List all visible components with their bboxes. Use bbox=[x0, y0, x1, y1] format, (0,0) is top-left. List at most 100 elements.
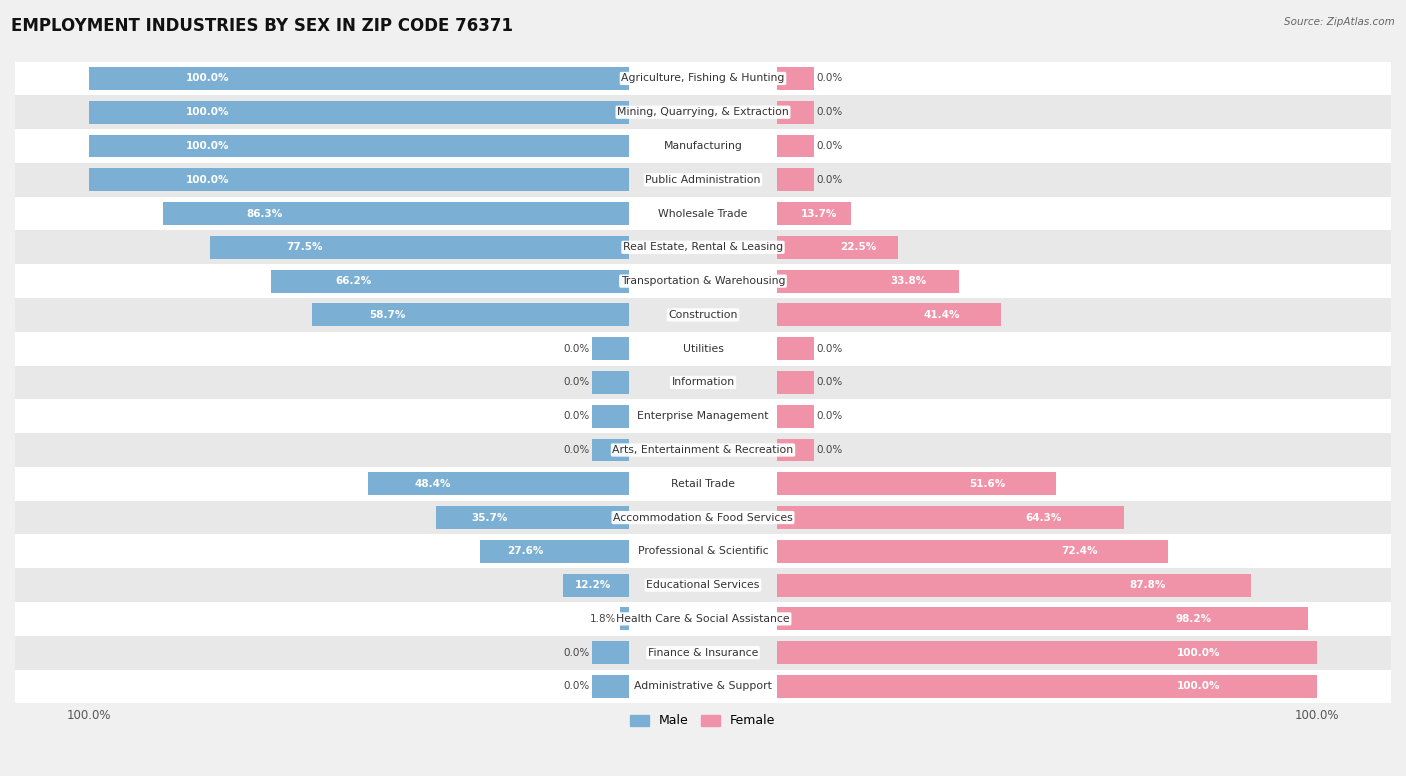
Bar bbox=[776, 573, 1251, 597]
Bar bbox=[15, 670, 1391, 703]
Bar bbox=[15, 602, 1391, 636]
Bar bbox=[592, 438, 630, 462]
Text: Information: Information bbox=[672, 377, 734, 387]
Text: Utilities: Utilities bbox=[682, 344, 724, 354]
Text: 87.8%: 87.8% bbox=[1129, 580, 1166, 590]
Bar bbox=[776, 101, 814, 123]
Text: 72.4%: 72.4% bbox=[1062, 546, 1098, 556]
Bar bbox=[15, 230, 1391, 265]
Bar bbox=[15, 95, 1391, 129]
Text: 22.5%: 22.5% bbox=[841, 242, 876, 252]
Bar bbox=[620, 608, 630, 630]
Text: Public Administration: Public Administration bbox=[645, 175, 761, 185]
Bar bbox=[271, 269, 630, 293]
Text: 0.0%: 0.0% bbox=[564, 648, 589, 658]
Bar bbox=[592, 641, 630, 664]
Text: Administrative & Support: Administrative & Support bbox=[634, 681, 772, 691]
Text: 100.0%: 100.0% bbox=[186, 175, 229, 185]
Text: 0.0%: 0.0% bbox=[817, 445, 842, 455]
Bar bbox=[436, 506, 630, 529]
Bar bbox=[163, 202, 630, 225]
Bar bbox=[592, 371, 630, 394]
Text: 98.2%: 98.2% bbox=[1175, 614, 1212, 624]
Bar bbox=[776, 67, 814, 90]
Text: 1.8%: 1.8% bbox=[591, 614, 616, 624]
Bar bbox=[15, 535, 1391, 568]
Bar bbox=[776, 608, 1308, 630]
Text: 51.6%: 51.6% bbox=[969, 479, 1005, 489]
Text: 66.2%: 66.2% bbox=[336, 276, 373, 286]
Text: Health Care & Social Assistance: Health Care & Social Assistance bbox=[616, 614, 790, 624]
Text: 86.3%: 86.3% bbox=[246, 209, 283, 219]
Text: 100.0%: 100.0% bbox=[1177, 648, 1220, 658]
Text: 0.0%: 0.0% bbox=[564, 445, 589, 455]
Text: 100.0%: 100.0% bbox=[186, 74, 229, 84]
Bar bbox=[312, 303, 630, 327]
Text: Educational Services: Educational Services bbox=[647, 580, 759, 590]
Text: 0.0%: 0.0% bbox=[564, 377, 589, 387]
Bar bbox=[15, 196, 1391, 230]
Text: 0.0%: 0.0% bbox=[564, 344, 589, 354]
Text: Transportation & Warehousing: Transportation & Warehousing bbox=[621, 276, 785, 286]
Text: 0.0%: 0.0% bbox=[564, 411, 589, 421]
Text: Arts, Entertainment & Recreation: Arts, Entertainment & Recreation bbox=[613, 445, 793, 455]
Text: Construction: Construction bbox=[668, 310, 738, 320]
Bar bbox=[776, 438, 814, 462]
Bar bbox=[776, 202, 851, 225]
Text: Wholesale Trade: Wholesale Trade bbox=[658, 209, 748, 219]
Bar bbox=[15, 365, 1391, 400]
Bar bbox=[776, 506, 1125, 529]
Text: 0.0%: 0.0% bbox=[564, 681, 589, 691]
Bar bbox=[776, 371, 814, 394]
Text: 100.0%: 100.0% bbox=[186, 107, 229, 117]
Bar bbox=[89, 67, 630, 90]
Bar bbox=[15, 467, 1391, 501]
Text: Manufacturing: Manufacturing bbox=[664, 141, 742, 151]
Text: 0.0%: 0.0% bbox=[817, 107, 842, 117]
Bar bbox=[776, 540, 1168, 563]
Bar bbox=[776, 269, 959, 293]
Bar bbox=[367, 473, 630, 495]
Text: Enterprise Management: Enterprise Management bbox=[637, 411, 769, 421]
Bar bbox=[89, 168, 630, 191]
Bar bbox=[776, 303, 1001, 327]
Text: 77.5%: 77.5% bbox=[285, 242, 322, 252]
Bar bbox=[776, 134, 814, 158]
Bar bbox=[15, 163, 1391, 196]
Text: Retail Trade: Retail Trade bbox=[671, 479, 735, 489]
Bar bbox=[776, 236, 898, 259]
Bar bbox=[776, 641, 1317, 664]
Text: 12.2%: 12.2% bbox=[575, 580, 612, 590]
Bar bbox=[211, 236, 630, 259]
Text: 0.0%: 0.0% bbox=[817, 344, 842, 354]
Bar bbox=[776, 168, 814, 191]
Text: 100.0%: 100.0% bbox=[1177, 681, 1220, 691]
Text: Finance & Insurance: Finance & Insurance bbox=[648, 648, 758, 658]
Text: 0.0%: 0.0% bbox=[817, 175, 842, 185]
Bar bbox=[15, 332, 1391, 365]
Bar bbox=[776, 675, 1317, 698]
Text: 35.7%: 35.7% bbox=[471, 513, 508, 522]
Legend: Male, Female: Male, Female bbox=[626, 709, 780, 733]
Bar bbox=[89, 134, 630, 158]
Text: 100.0%: 100.0% bbox=[186, 141, 229, 151]
Bar bbox=[776, 405, 814, 428]
Text: 48.4%: 48.4% bbox=[415, 479, 451, 489]
Bar bbox=[15, 298, 1391, 332]
Bar bbox=[776, 473, 1056, 495]
Bar bbox=[15, 61, 1391, 95]
Text: 0.0%: 0.0% bbox=[817, 141, 842, 151]
Text: Source: ZipAtlas.com: Source: ZipAtlas.com bbox=[1284, 17, 1395, 27]
Text: 41.4%: 41.4% bbox=[924, 310, 960, 320]
Text: 0.0%: 0.0% bbox=[817, 411, 842, 421]
Bar bbox=[15, 265, 1391, 298]
Bar bbox=[592, 405, 630, 428]
Text: EMPLOYMENT INDUSTRIES BY SEX IN ZIP CODE 76371: EMPLOYMENT INDUSTRIES BY SEX IN ZIP CODE… bbox=[11, 17, 513, 35]
Text: 0.0%: 0.0% bbox=[817, 74, 842, 84]
Bar bbox=[564, 573, 630, 597]
Text: 58.7%: 58.7% bbox=[370, 310, 405, 320]
Text: 64.3%: 64.3% bbox=[1025, 513, 1062, 522]
Bar bbox=[89, 101, 630, 123]
Text: 13.7%: 13.7% bbox=[801, 209, 838, 219]
Bar bbox=[15, 400, 1391, 433]
